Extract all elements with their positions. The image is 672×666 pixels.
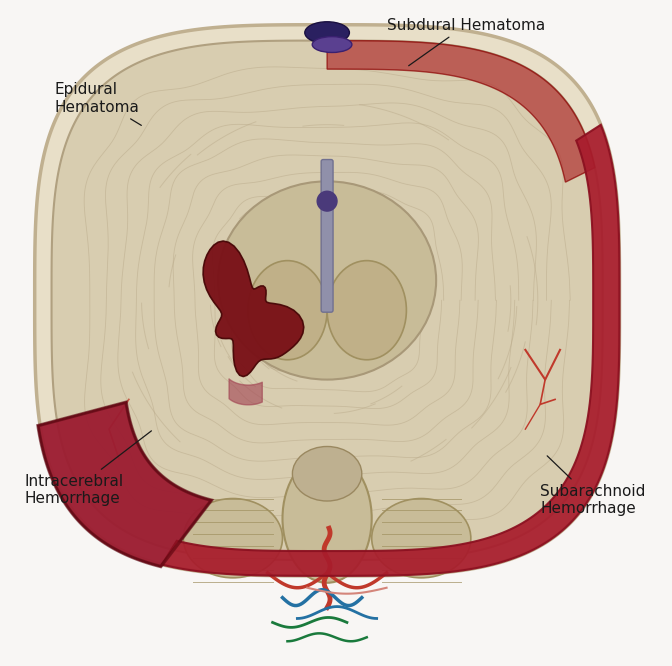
Ellipse shape <box>218 181 436 380</box>
Circle shape <box>317 191 337 211</box>
Ellipse shape <box>248 260 327 360</box>
Ellipse shape <box>292 446 362 501</box>
Text: Epidural
Hematoma: Epidural Hematoma <box>54 82 141 125</box>
Polygon shape <box>327 41 595 182</box>
Ellipse shape <box>312 37 352 53</box>
Polygon shape <box>35 25 620 576</box>
Ellipse shape <box>372 499 471 578</box>
Ellipse shape <box>305 22 349 43</box>
Ellipse shape <box>282 454 372 583</box>
Polygon shape <box>203 241 304 376</box>
Text: Intracerebral
Hemorrhage: Intracerebral Hemorrhage <box>25 431 151 506</box>
Polygon shape <box>162 125 620 576</box>
FancyBboxPatch shape <box>321 160 333 312</box>
Text: Subdural Hematoma: Subdural Hematoma <box>386 18 545 66</box>
Ellipse shape <box>327 260 407 360</box>
Ellipse shape <box>183 499 282 578</box>
Polygon shape <box>38 402 212 567</box>
Text: Subarachnoid
Hemorrhage: Subarachnoid Hemorrhage <box>540 456 646 516</box>
Polygon shape <box>52 41 603 560</box>
